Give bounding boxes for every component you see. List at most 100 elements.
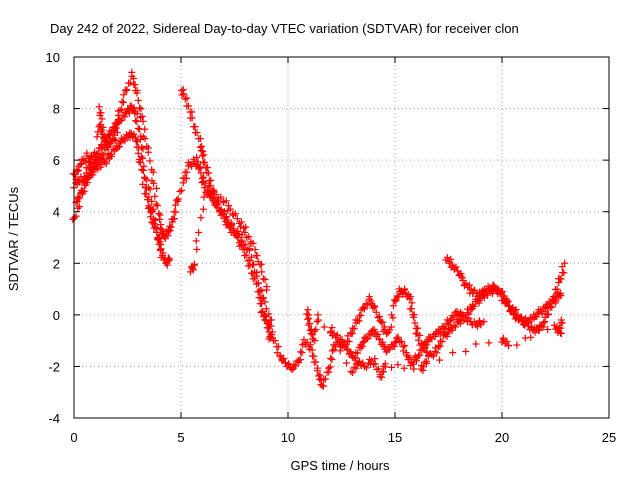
y-tick-label: 6 (53, 153, 60, 168)
data-point (330, 341, 338, 349)
data-point (261, 276, 269, 284)
data-point (200, 151, 208, 159)
data-point (540, 319, 548, 327)
data-point (472, 340, 480, 348)
data-point (139, 145, 147, 153)
data-point (251, 246, 259, 254)
data-point (189, 266, 197, 274)
data-point (467, 285, 475, 293)
data-point (313, 318, 321, 326)
data-point (410, 365, 418, 373)
data-point (242, 251, 250, 259)
data-point (470, 302, 478, 310)
data-point (258, 268, 266, 276)
data-point (130, 80, 138, 88)
axis-ticks (73, 56, 610, 419)
data-point (508, 305, 516, 313)
data-point (188, 114, 196, 122)
data-point (139, 166, 147, 174)
data-point (139, 117, 147, 125)
data-point (89, 165, 97, 173)
data-point (557, 289, 565, 297)
data-point (97, 109, 105, 117)
data-point (193, 245, 201, 253)
data-point (362, 364, 370, 372)
data-point (312, 326, 320, 334)
chart-title: Day 242 of 2022, Sidereal Day-to-day VTE… (50, 21, 519, 36)
data-point (126, 79, 134, 87)
data-point (388, 363, 396, 371)
data-point (552, 297, 559, 305)
data-point (102, 138, 110, 146)
data-point (423, 349, 431, 357)
data-point (239, 246, 247, 254)
data-point (281, 359, 289, 367)
data-point (391, 296, 399, 304)
data-point (503, 298, 511, 306)
data-point (118, 116, 126, 124)
data-point (318, 382, 326, 390)
data-point (182, 174, 190, 182)
data-point (144, 148, 152, 156)
data-point (311, 327, 319, 335)
data-point (116, 139, 124, 147)
data-point (503, 337, 511, 345)
data-point (76, 160, 84, 168)
data-point (136, 125, 144, 133)
data-point (180, 90, 188, 98)
data-point (304, 306, 312, 314)
data-point (296, 356, 304, 364)
data-point (457, 272, 465, 280)
data-point (513, 341, 521, 349)
data-point (410, 313, 418, 321)
data-point (557, 275, 565, 283)
data-point (144, 184, 152, 192)
data-point (200, 193, 208, 201)
y-tick-label: 4 (53, 205, 60, 220)
data-point (315, 372, 323, 380)
data-point (544, 326, 552, 334)
data-point (151, 223, 159, 231)
data-point (400, 364, 408, 372)
data-point (423, 357, 430, 365)
data-point (212, 202, 220, 210)
data-point (152, 200, 160, 208)
x-tick-label: 25 (602, 430, 616, 445)
data-point (149, 168, 157, 176)
data-point (436, 356, 444, 364)
data-point (236, 242, 244, 250)
y-tick-label: 2 (53, 256, 60, 271)
data-point (196, 164, 204, 172)
data-point (94, 149, 102, 157)
data-point (199, 205, 207, 213)
data-point (85, 159, 93, 167)
data-point (130, 130, 138, 138)
data-point (255, 288, 263, 296)
data-point (535, 326, 543, 334)
data-point (178, 186, 186, 194)
data-point (98, 126, 106, 134)
data-point (95, 144, 103, 152)
data-point (333, 331, 341, 339)
data-point (118, 106, 126, 114)
x-tick-label: 20 (495, 430, 509, 445)
data-point (86, 153, 94, 161)
data-point (222, 197, 230, 205)
data-point (462, 279, 470, 287)
data-point (271, 337, 279, 345)
data-point (462, 314, 470, 322)
data-point (350, 354, 358, 362)
data-point (183, 94, 191, 102)
data-point (106, 151, 114, 159)
y-tick-label: 10 (46, 50, 60, 65)
data-point (183, 168, 191, 176)
data-point (116, 106, 124, 114)
data-point (233, 215, 241, 223)
data-point (116, 115, 124, 123)
data-point (449, 261, 457, 269)
series-track-e (178, 86, 271, 332)
data-point (237, 218, 245, 226)
data-point (438, 338, 446, 346)
data-point (133, 117, 141, 125)
data-point (263, 286, 271, 294)
